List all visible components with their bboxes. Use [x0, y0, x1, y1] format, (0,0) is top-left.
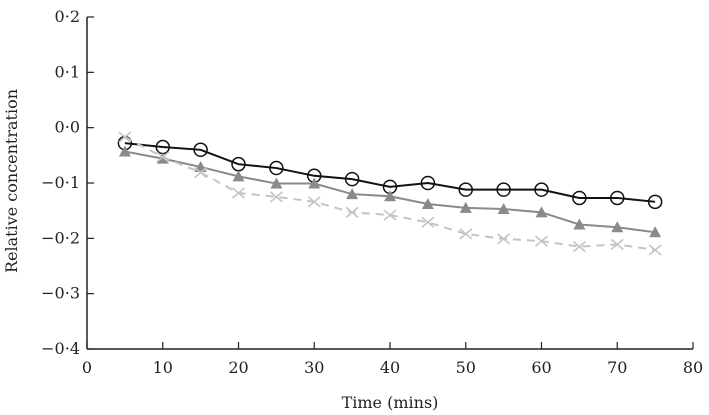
- y-tick-label: −0·2: [41, 228, 80, 247]
- y-axis-label: Relative concentration: [2, 89, 21, 273]
- data-point-cross: [307, 196, 321, 208]
- y-tick-label: −0·1: [41, 173, 80, 192]
- data-point-circle: [420, 175, 436, 191]
- data-point-circle: [647, 194, 663, 210]
- y-tick-label: 0·0: [55, 118, 80, 137]
- data-point-circle: [193, 142, 208, 158]
- data-point-cross: [383, 209, 397, 221]
- x-tick-label: 70: [607, 358, 627, 377]
- data-point-cross: [231, 187, 246, 199]
- data-point-triangle: [459, 201, 472, 213]
- data-point-triangle: [384, 190, 396, 202]
- data-point-cross: [269, 191, 283, 203]
- data-point-triangle: [232, 170, 245, 182]
- x-tick-label: 10: [153, 358, 173, 377]
- data-point-cross: [118, 131, 132, 143]
- series-triangle: [118, 145, 662, 238]
- y-tick-label: 0·1: [55, 62, 80, 81]
- data-point-triangle: [573, 218, 586, 230]
- x-tick-label: 40: [380, 358, 400, 377]
- data-point-cross: [610, 238, 624, 251]
- data-point-circle: [344, 171, 360, 187]
- data-point-triangle: [156, 152, 169, 164]
- data-point-triangle: [535, 206, 548, 218]
- data-point-circle: [572, 190, 587, 206]
- data-point-cross: [459, 228, 473, 240]
- y-tick-label: −0·3: [41, 284, 80, 303]
- x-tick-label: 0: [82, 358, 92, 377]
- data-point-circle: [269, 160, 284, 176]
- data-point-cross: [534, 235, 549, 247]
- x-axis-label: Time (mins): [342, 393, 439, 412]
- data-point-cross: [497, 233, 511, 245]
- data-point-cross: [156, 151, 170, 163]
- data-point-cross: [194, 166, 208, 179]
- data-point-triangle: [270, 177, 283, 189]
- data-point-triangle: [611, 221, 624, 233]
- data-point-triangle: [497, 203, 510, 215]
- data-point-cross: [648, 244, 662, 256]
- data-point-circle: [458, 182, 473, 197]
- data-point-cross: [345, 206, 359, 218]
- data-point-triangle: [421, 198, 434, 210]
- y-tick-label: −0·4: [41, 339, 80, 358]
- series-circle: [117, 135, 663, 210]
- series-line-circle: [124, 142, 656, 203]
- x-tick-label: 60: [531, 358, 551, 377]
- x-tick-label: 50: [456, 358, 476, 377]
- data-point-triangle: [346, 188, 359, 200]
- data-point-circle: [534, 182, 549, 197]
- data-point-cross: [421, 216, 435, 228]
- data-point-triangle: [649, 226, 662, 238]
- data-point-triangle: [118, 145, 131, 157]
- data-point-circle: [496, 182, 511, 197]
- series-cross: [118, 131, 662, 256]
- x-tick-label: 20: [228, 358, 248, 377]
- x-tick-label: 30: [304, 358, 324, 377]
- data-point-circle: [610, 190, 625, 206]
- y-tick-label: 0·2: [55, 7, 80, 26]
- data-point-cross: [572, 241, 586, 253]
- data-point-triangle: [308, 177, 321, 189]
- x-tick-label: 80: [683, 358, 703, 377]
